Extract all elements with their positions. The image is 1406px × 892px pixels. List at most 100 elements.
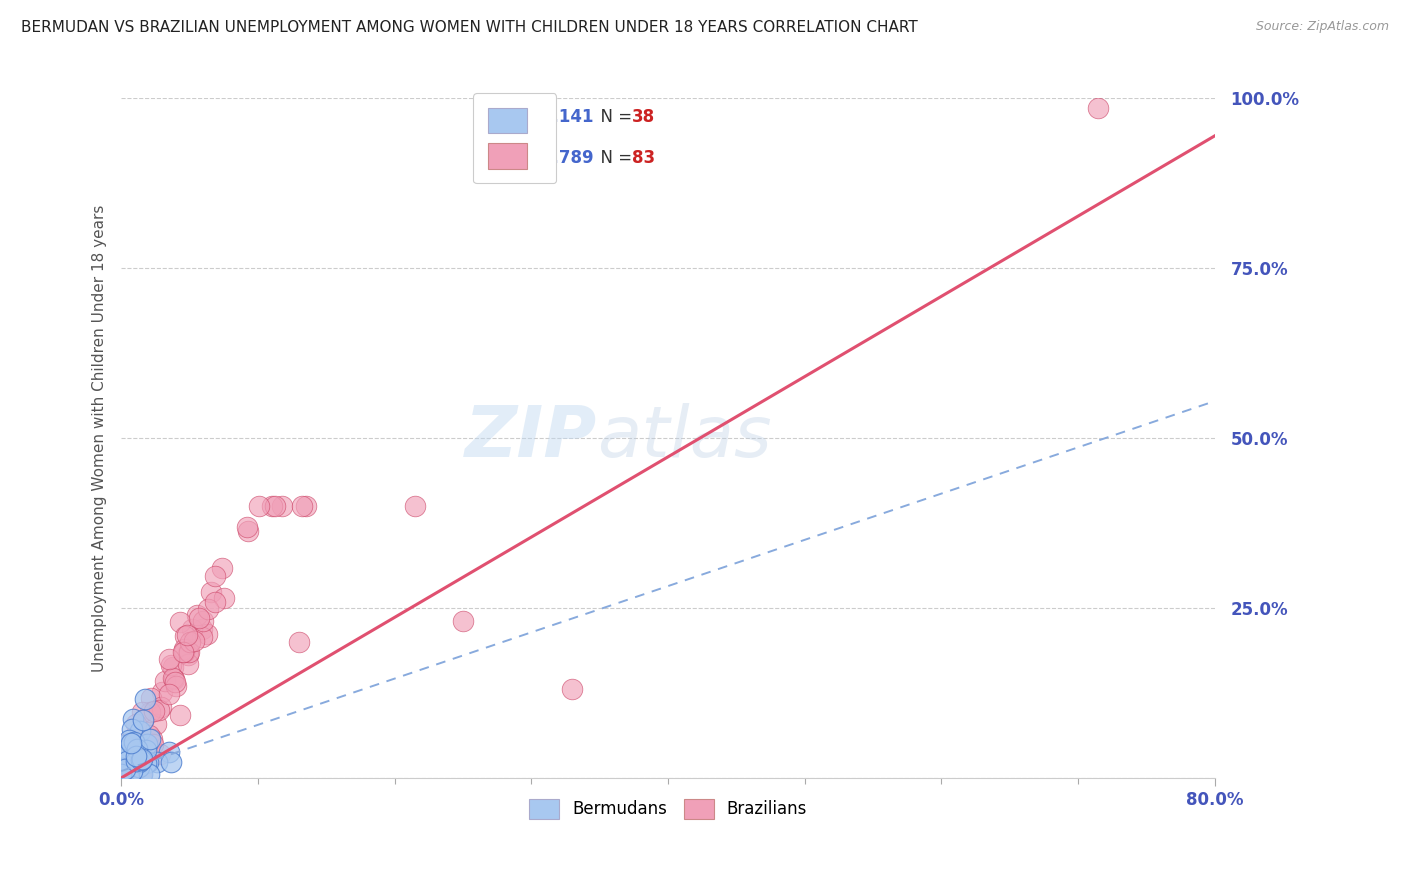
Point xyxy=(150,684,173,698)
Text: 83: 83 xyxy=(631,149,655,167)
Y-axis label: Unemployment Among Women with Children Under 18 years: Unemployment Among Women with Children U… xyxy=(93,204,107,672)
Text: BERMUDAN VS BRAZILIAN UNEMPLOYMENT AMONG WOMEN WITH CHILDREN UNDER 18 YEARS CORR: BERMUDAN VS BRAZILIAN UNEMPLOYMENT AMONG… xyxy=(21,20,918,35)
Point xyxy=(200,584,222,599)
Point xyxy=(160,657,183,672)
Point xyxy=(138,755,160,769)
Point xyxy=(271,499,294,513)
Point xyxy=(195,627,218,641)
Text: R =: R = xyxy=(505,149,541,167)
Point xyxy=(157,745,180,759)
Text: R =: R = xyxy=(505,108,541,126)
Point xyxy=(122,739,145,754)
Point xyxy=(132,713,155,727)
Point xyxy=(451,615,474,629)
Point xyxy=(204,568,226,582)
Point xyxy=(118,732,141,747)
Point xyxy=(169,707,191,722)
Point xyxy=(131,766,153,780)
Text: 0.141: 0.141 xyxy=(541,108,593,126)
Point xyxy=(186,608,208,623)
Point xyxy=(1087,101,1109,115)
Point xyxy=(135,743,157,757)
Point xyxy=(128,755,150,769)
Point xyxy=(191,614,214,628)
Text: Source: ZipAtlas.com: Source: ZipAtlas.com xyxy=(1256,20,1389,33)
Point xyxy=(120,771,142,785)
Point xyxy=(127,755,149,769)
Point xyxy=(135,756,157,771)
Point xyxy=(117,736,139,750)
Point xyxy=(111,748,134,763)
Point xyxy=(128,723,150,738)
Text: 38: 38 xyxy=(631,108,655,126)
Point xyxy=(188,611,211,625)
Point xyxy=(125,717,148,731)
Point xyxy=(247,499,270,513)
Point xyxy=(141,732,163,747)
Point xyxy=(122,743,145,757)
Point xyxy=(238,524,260,538)
Point xyxy=(110,767,132,781)
Point xyxy=(179,645,201,659)
Point xyxy=(404,499,426,513)
Point xyxy=(157,652,180,666)
Point xyxy=(125,742,148,756)
Point xyxy=(114,771,136,785)
Point xyxy=(160,756,183,770)
Point xyxy=(118,755,141,769)
Point xyxy=(125,754,148,768)
Point xyxy=(142,737,165,751)
Point xyxy=(204,594,226,608)
Point xyxy=(120,754,142,768)
Point xyxy=(121,723,143,737)
Point xyxy=(139,705,162,719)
Point xyxy=(173,645,195,659)
Point xyxy=(157,687,180,701)
Point xyxy=(132,713,155,727)
Point xyxy=(145,716,167,731)
Text: 0.789: 0.789 xyxy=(541,149,593,167)
Point xyxy=(288,635,311,649)
Point xyxy=(120,736,142,750)
Point xyxy=(179,635,201,649)
Point xyxy=(138,766,160,780)
Point xyxy=(124,759,146,773)
Point xyxy=(117,754,139,768)
Point xyxy=(169,615,191,630)
Text: N =: N = xyxy=(591,108,637,126)
Point xyxy=(174,629,197,643)
Point xyxy=(115,743,138,757)
Point xyxy=(121,764,143,778)
Point xyxy=(122,735,145,749)
Point xyxy=(121,737,143,751)
Point xyxy=(125,741,148,756)
Point xyxy=(114,738,136,752)
Point xyxy=(124,749,146,764)
Point xyxy=(176,645,198,659)
Point xyxy=(118,766,141,780)
Point xyxy=(190,623,212,637)
Point xyxy=(120,750,142,764)
Point xyxy=(128,760,150,774)
Point xyxy=(236,520,259,534)
Point xyxy=(165,675,187,690)
Point xyxy=(120,737,142,751)
Point xyxy=(165,679,187,693)
Point xyxy=(291,499,314,513)
Point xyxy=(121,740,143,755)
Point xyxy=(149,700,172,714)
Point xyxy=(129,767,152,781)
Text: N =: N = xyxy=(591,149,637,167)
Point xyxy=(115,771,138,785)
Legend: Bermudans, Brazilians: Bermudans, Brazilians xyxy=(520,790,815,828)
Point xyxy=(561,682,583,697)
Point xyxy=(295,499,318,513)
Point xyxy=(162,660,184,674)
Point xyxy=(136,737,159,751)
Point xyxy=(121,712,143,726)
Point xyxy=(176,628,198,642)
Point xyxy=(139,732,162,747)
Point xyxy=(120,752,142,766)
Point xyxy=(264,499,287,513)
Point xyxy=(122,756,145,771)
